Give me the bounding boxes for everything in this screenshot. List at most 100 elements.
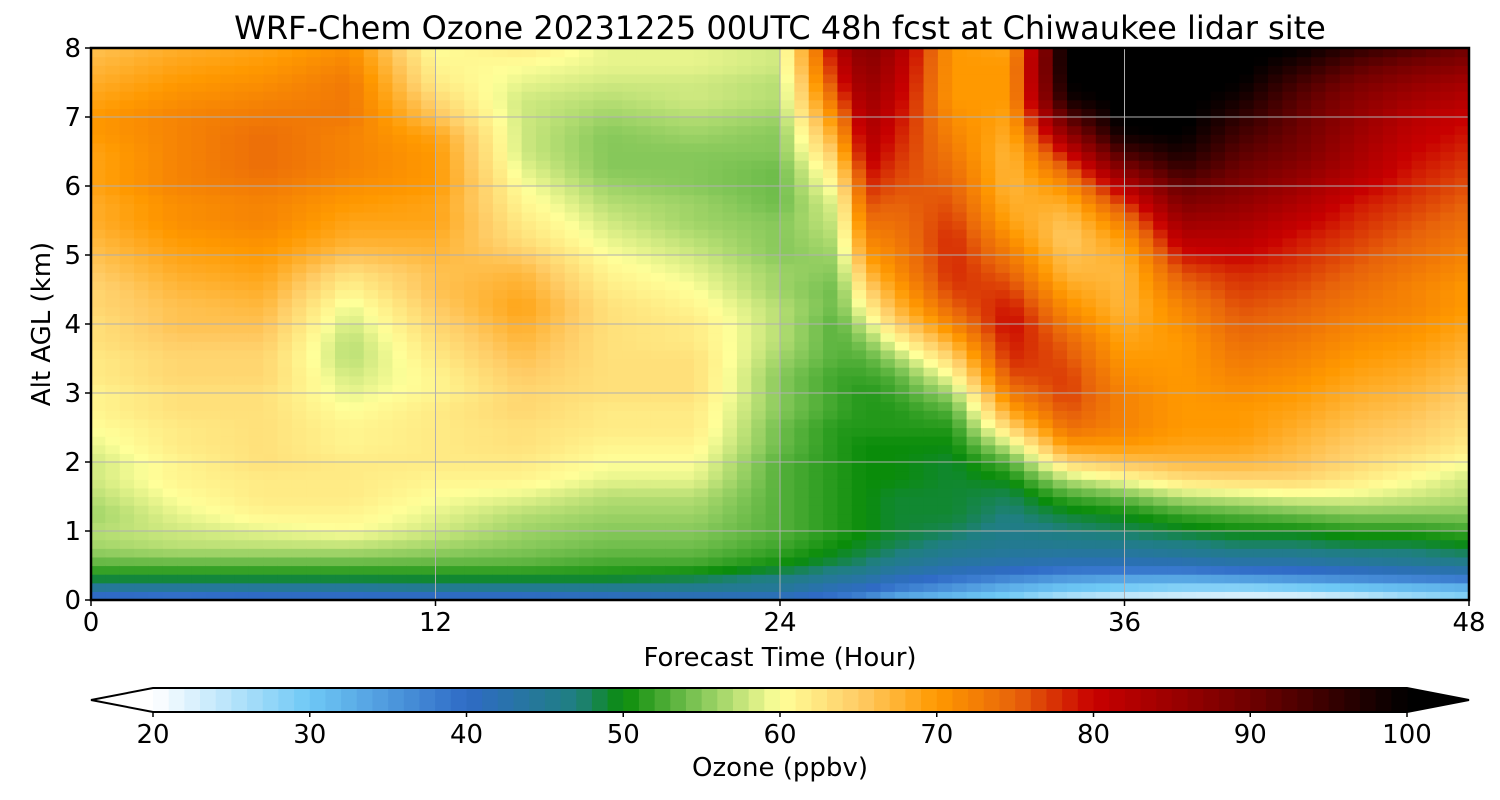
heatmap-cell [1153,263,1169,273]
heatmap-cell [1095,99,1111,109]
heatmap-cell [851,229,867,239]
heatmap-cell [794,531,810,541]
heatmap-cell [220,505,236,515]
heatmap-cell [722,211,738,222]
heatmap-cell [91,177,106,187]
heatmap-cell [665,548,681,558]
heatmap-cell [363,203,379,213]
heatmap-cell [1067,263,1083,273]
heatmap-cell [636,151,652,161]
heatmap-cell [1124,324,1140,334]
heatmap-cell [1138,263,1154,273]
heatmap-cell [1196,134,1212,144]
heatmap-cell [320,203,336,213]
heatmap-cell [205,220,221,230]
heatmap-cell [220,479,236,489]
heatmap-cell [435,211,451,222]
heatmap-cell [1167,255,1183,265]
heatmap-cell [980,418,996,429]
heatmap-cell [91,436,106,446]
heatmap-cell [593,470,609,480]
heatmap-cell [1110,255,1126,265]
heatmap-cell [1153,513,1169,523]
heatmap-cell [91,487,106,498]
heatmap-cell [363,272,379,282]
heatmap-cell [837,203,853,213]
heatmap-cell [794,203,810,213]
heatmap-cell [392,427,408,437]
heatmap-cell [794,505,810,515]
heatmap-cell [435,591,451,600]
heatmap-cell [722,220,738,230]
heatmap-cell [435,418,451,429]
heatmap-cell [1038,358,1054,368]
heatmap-cell [708,410,724,420]
heatmap-cell [607,186,623,196]
heatmap-cell [521,177,537,187]
heatmap-cell [1095,315,1111,325]
heatmap-cell [349,444,365,454]
heatmap-cell [378,203,394,213]
heatmap-cell [909,453,925,463]
heatmap-cell [205,505,221,515]
heatmap-cell [794,211,810,222]
heatmap-cell [306,582,322,592]
heatmap-cell [1052,48,1068,58]
heatmap-cell [650,341,666,351]
heatmap-cell [995,522,1011,532]
heatmap-cell [119,401,135,411]
heatmap-cell [808,453,824,463]
heatmap-cell [148,522,164,532]
heatmap-cell [1153,220,1169,230]
heatmap-cell [248,220,264,230]
heatmap-cell [134,194,150,204]
heatmap-cell [464,117,480,127]
heatmap-cell [808,177,824,187]
heatmap-cell [765,513,781,523]
heatmap-cell [320,496,336,506]
heatmap-cell [765,479,781,489]
heatmap-cell [406,134,422,144]
heatmap-cell [1138,99,1154,109]
heatmap-cell [320,194,336,204]
heatmap-cell [521,341,537,351]
heatmap-cell [205,341,221,351]
heatmap-cell [593,82,609,92]
heatmap-cell [277,117,293,127]
heatmap-cell [363,324,379,334]
heatmap-cell [765,125,781,135]
heatmap-cell [421,177,437,187]
heatmap-cell [320,574,336,584]
heatmap-cell [851,324,867,334]
heatmap-cell [1009,453,1025,463]
heatmap-cell [1081,117,1097,127]
heatmap-cell [708,125,724,135]
heatmap-cell [91,65,106,75]
heatmap-cell [91,280,106,291]
heatmap-cell [1138,375,1154,385]
heatmap-cell [693,298,709,308]
heatmap-cell [1153,186,1169,196]
heatmap-cell [507,479,523,489]
heatmap-cell [191,479,207,489]
heatmap-cell [449,505,465,515]
heatmap-cell [162,349,178,360]
heatmap-cell [765,453,781,463]
heatmap-cell [464,470,480,480]
heatmap-cell [1067,315,1083,325]
heatmap-cell [679,444,695,454]
heatmap-cell [952,280,968,291]
heatmap-cell [765,289,781,299]
heatmap-cell [579,255,594,265]
heatmap-cell [349,582,365,592]
heatmap-cell [349,470,365,480]
heatmap-cell [521,315,537,325]
heatmap-cell [866,220,882,230]
heatmap-cell [579,565,594,575]
heatmap-cell [1196,341,1212,351]
heatmap-cell [1124,272,1140,282]
heatmap-cell [162,479,178,489]
heatmap-cell [1124,582,1140,592]
heatmap-cell [909,142,925,153]
heatmap-cell [1196,160,1212,170]
